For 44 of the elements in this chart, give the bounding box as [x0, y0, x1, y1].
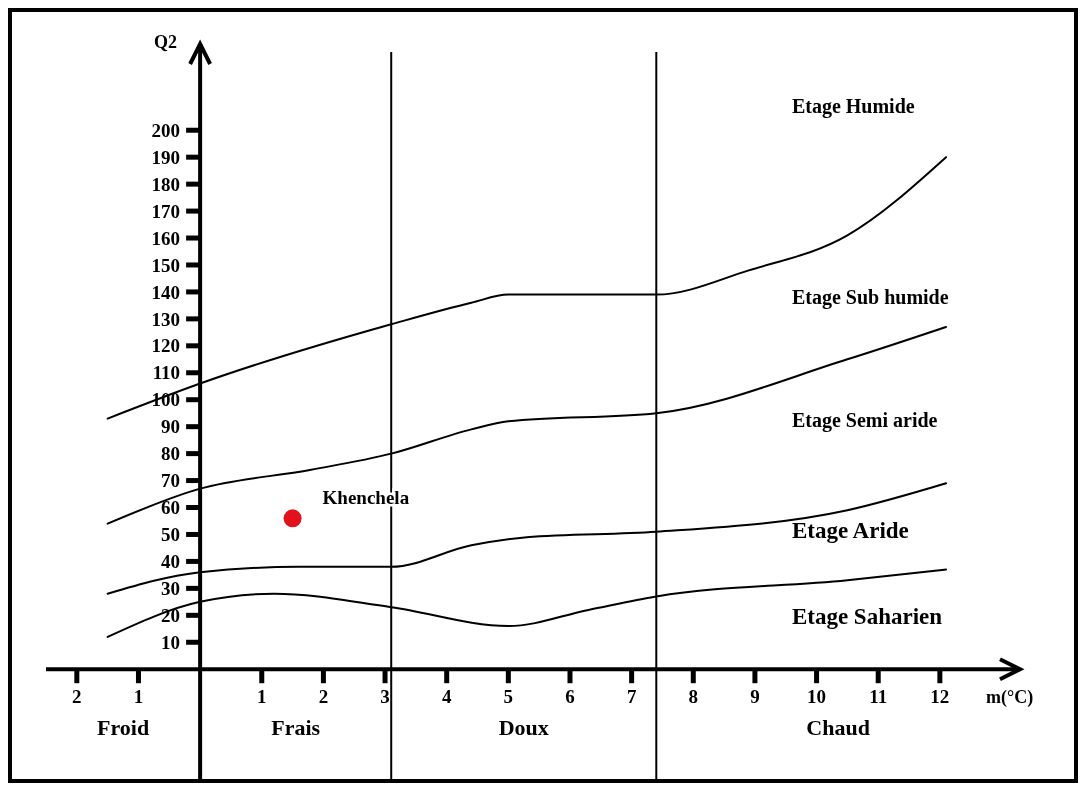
annotation: Etage Sub humide [791, 286, 949, 310]
y-tick-label: 90 [161, 416, 181, 438]
y-tick-label: 180 [151, 173, 181, 195]
y-tick-label: 170 [151, 200, 181, 222]
x-tick-label: 7 [626, 686, 637, 708]
annotation: Etage Semi aride [791, 408, 938, 432]
y-tick-label: 130 [151, 308, 181, 330]
y-tick-label: 40 [161, 551, 181, 573]
y-tick-label: 200 [151, 119, 181, 141]
y-tick-label: 70 [161, 470, 181, 492]
y-tick-label: 20 [161, 604, 181, 626]
annotation: Etage Humide [791, 94, 915, 118]
x-tick-label: 4 [441, 686, 452, 708]
x-tick-label: 2 [318, 686, 329, 708]
x-tick-label: 2 [72, 686, 82, 708]
x-tick-label: 12 [930, 686, 950, 708]
y-axis-title: Q2 [154, 32, 178, 52]
y-tick-label: 190 [151, 146, 181, 168]
y-tick-label: 150 [151, 254, 181, 276]
x-tick-label: 9 [750, 686, 760, 708]
y-tick-label: 30 [161, 578, 181, 600]
x-tick-label: 10 [807, 686, 827, 708]
y-tick-label: 60 [161, 497, 181, 519]
x-tick-label: 6 [565, 686, 575, 708]
x-tick-label: 5 [503, 686, 514, 708]
x-tick-label: 1 [257, 686, 267, 708]
x-tick-label: 1 [133, 686, 144, 708]
y-tick-label: 50 [161, 524, 181, 546]
x-tick-label: 11 [869, 686, 888, 708]
y-tick-label: 140 [151, 281, 181, 303]
x-tick-label: 3 [380, 686, 390, 708]
annotation: Doux [498, 715, 549, 741]
y-tick-label: 120 [151, 335, 181, 357]
y-tick-label: 110 [152, 362, 181, 384]
annotation: Chaud [806, 715, 870, 741]
x-axis-title: m(°C) [986, 687, 1034, 709]
y-tick-label: 80 [161, 443, 181, 465]
annotation: Etage Saharien [791, 604, 943, 630]
annotation: Froid [96, 715, 150, 741]
annotation: Etage Aride [791, 517, 909, 543]
y-tick-label: 10 [161, 631, 181, 653]
annotation: Frais [271, 715, 321, 741]
y-tick-label: 160 [151, 227, 181, 249]
x-tick-label: 8 [688, 686, 699, 708]
